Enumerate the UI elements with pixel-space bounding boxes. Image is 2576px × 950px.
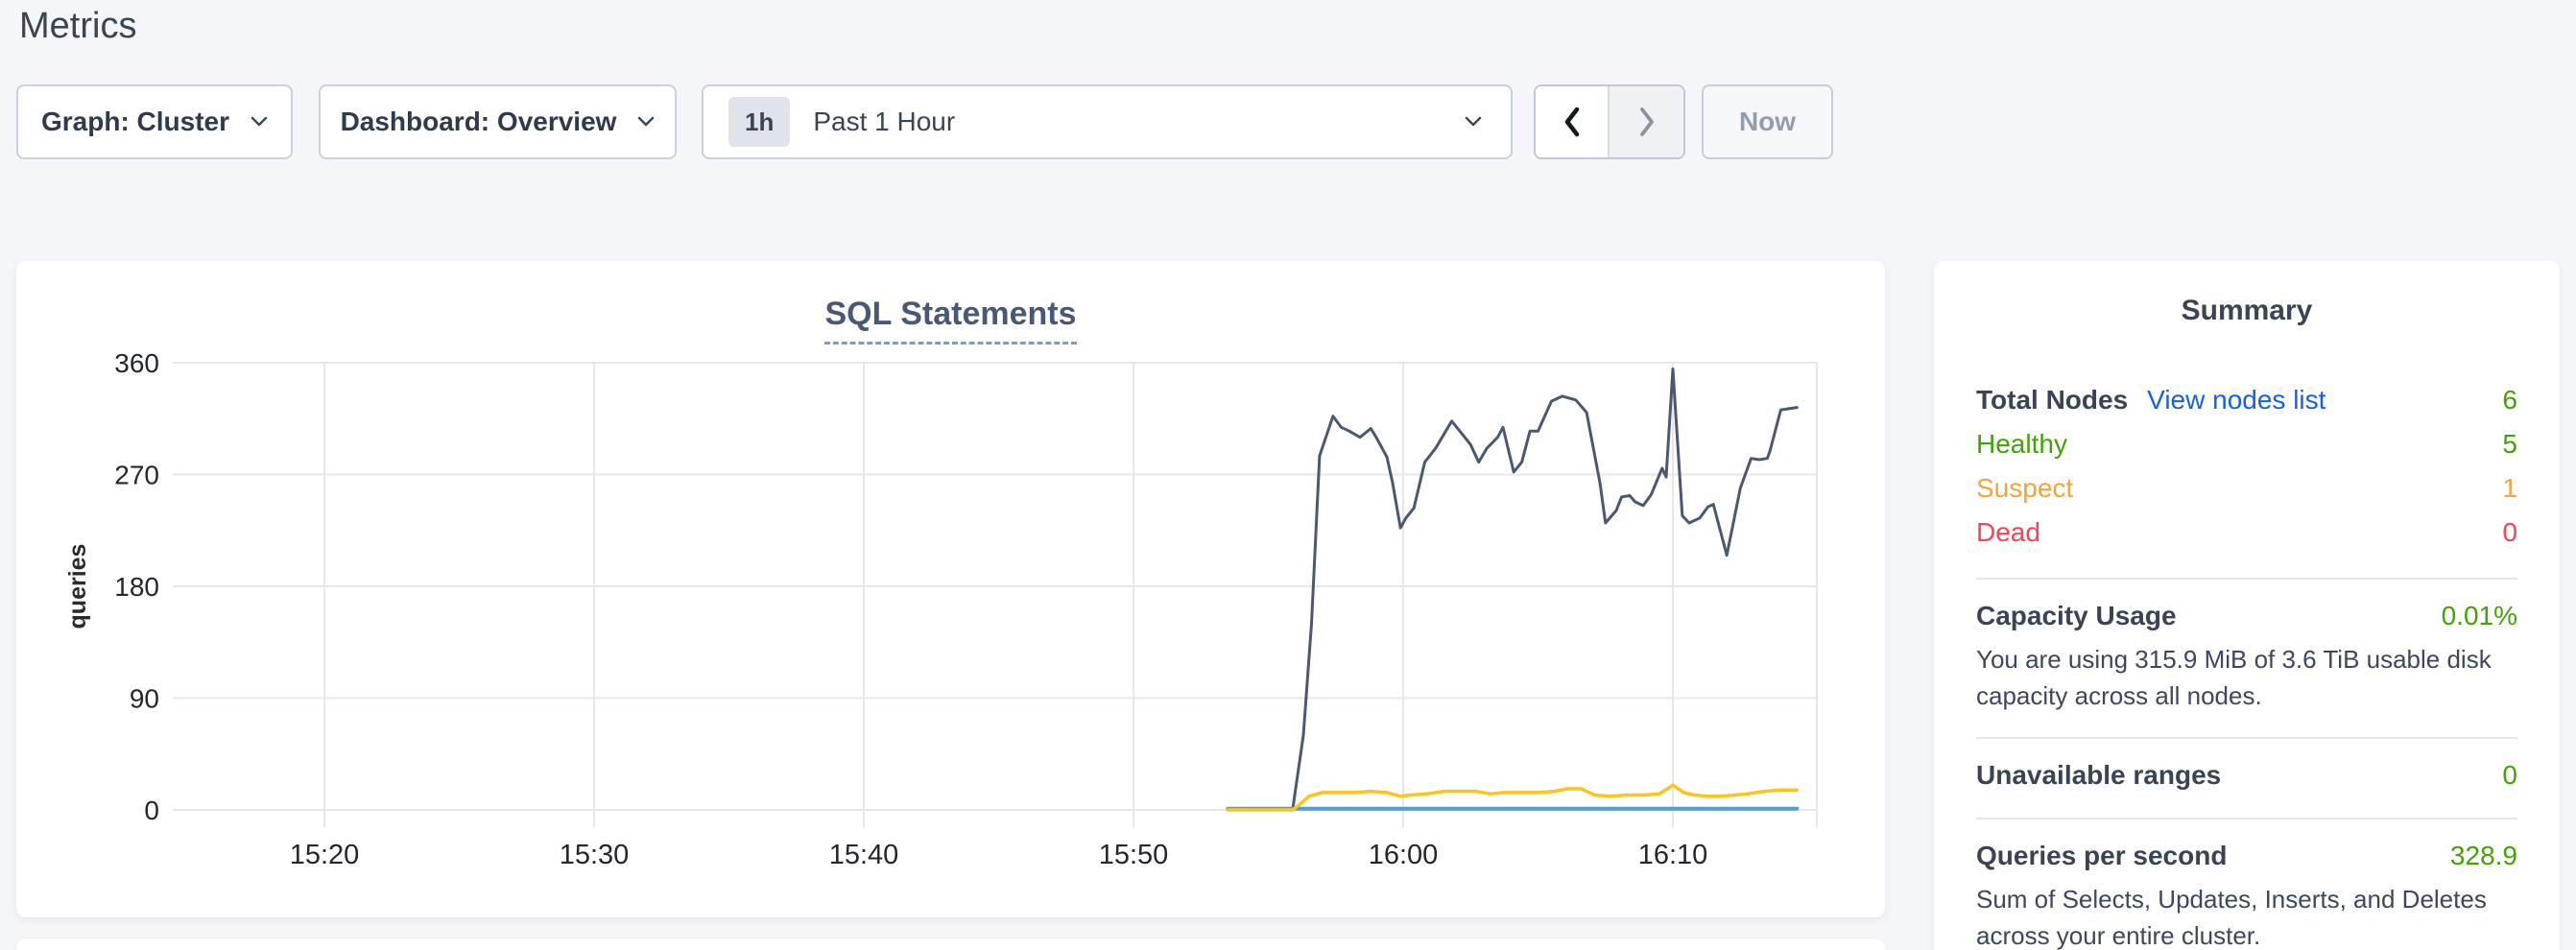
dashboard-dropdown[interactable]: Dashboard: Overview — [319, 84, 677, 159]
chevron-down-icon — [250, 116, 268, 128]
unavailable-ranges-label: Unavailable ranges — [1976, 760, 2222, 790]
page-title: Metrics — [19, 6, 137, 46]
unavailable-ranges-value: 0 — [2502, 760, 2517, 790]
prev-time-button[interactable] — [1536, 86, 1610, 157]
chevron-down-icon — [637, 116, 655, 128]
x-tick-label: 16:00 — [1369, 840, 1439, 870]
suspect-nodes-row: Suspect 1 — [1976, 466, 2517, 511]
time-range-badge: 1h — [728, 97, 791, 147]
now-button[interactable]: Now — [1702, 84, 1833, 159]
dead-nodes-row: Dead 0 — [1976, 511, 2517, 555]
next-time-button[interactable] — [1610, 86, 1683, 157]
x-tick-label: 15:20 — [290, 840, 360, 870]
summary-divider — [1976, 737, 2517, 739]
graph-dropdown-label: Graph: Cluster — [40, 107, 230, 136]
time-range-label: Past 1 Hour — [813, 107, 956, 136]
y-tick-label: 0 — [144, 796, 159, 825]
capacity-usage-description: You are using 315.9 MiB of 3.6 TiB usabl… — [1976, 645, 2492, 710]
dead-nodes-value: 0 — [2502, 517, 2517, 547]
node-status-list: Total Nodes View nodes list 6 Healthy 5 … — [1976, 378, 2517, 555]
y-tick-label: 180 — [114, 572, 159, 602]
healthy-nodes-label: Healthy — [1976, 429, 2067, 459]
y-tick-label: 270 — [114, 461, 159, 490]
total-nodes-row: Total Nodes View nodes list 6 — [1976, 378, 2517, 422]
y-axis-label: queries — [64, 544, 91, 629]
suspect-nodes-value: 1 — [2502, 473, 2517, 503]
chart-title[interactable]: SQL Statements — [824, 296, 1077, 344]
graph-dropdown[interactable]: Graph: Cluster — [16, 84, 293, 159]
x-tick-label: 15:40 — [829, 840, 899, 870]
now-button-label: Now — [1738, 107, 1797, 136]
x-tick-label: 16:10 — [1638, 840, 1708, 870]
capacity-usage-value: 0.01% — [2441, 601, 2517, 630]
queries-per-second-section: Queries per second 328.9 Sum of Selects,… — [1976, 837, 2517, 950]
y-tick-label: 90 — [130, 684, 159, 714]
chart-title-wrap: SQL Statements — [16, 296, 1885, 344]
healthy-nodes-value: 5 — [2502, 429, 2517, 459]
y-tick-label: 360 — [114, 348, 159, 378]
sql-statements-chart-card: 360 270 180 90 0 15:20 15:30 15:40 15:50 16:00 16:… — [16, 261, 1885, 917]
summary-divider — [1976, 818, 2517, 819]
capacity-usage-label: Capacity Usage — [1976, 601, 2177, 630]
next-chart-card-peek — [16, 938, 1885, 950]
x-tick-label: 15:50 — [1099, 840, 1169, 870]
summary-divider — [1976, 578, 2517, 580]
unavailable-ranges-section: Unavailable ranges 0 — [1976, 756, 2517, 795]
summary-panel: Summary Total Nodes View nodes list 6 He… — [1934, 261, 2560, 950]
chevron-down-icon — [1465, 116, 1482, 128]
suspect-nodes-label: Suspect — [1976, 473, 2074, 503]
queries-per-second-label: Queries per second — [1976, 841, 2228, 870]
x-tick-label: 15:30 — [560, 840, 630, 870]
capacity-usage-section: Capacity Usage 0.01% You are using 315.9… — [1976, 597, 2517, 714]
time-step-buttons — [1534, 84, 1685, 159]
queries-per-second-value: 328.9 — [2449, 841, 2517, 870]
series-navy — [1226, 368, 1799, 812]
series-yellow — [1226, 783, 1800, 812]
healthy-nodes-row: Healthy 5 — [1976, 422, 2517, 466]
total-nodes-value: 6 — [2502, 385, 2517, 415]
queries-per-second-description: Sum of Selects, Updates, Inserts, and De… — [1976, 885, 2487, 950]
summary-title: Summary — [2181, 295, 2313, 326]
chevron-right-icon — [1636, 106, 1658, 138]
chevron-left-icon — [1562, 106, 1583, 138]
dashboard-dropdown-label: Dashboard: Overview — [340, 107, 617, 136]
dead-nodes-label: Dead — [1976, 517, 2040, 547]
time-range-dropdown[interactable]: 1h Past 1 Hour — [702, 84, 1513, 159]
view-nodes-list-link[interactable]: View nodes list — [2147, 385, 2326, 415]
sql-statements-chart[interactable]: 360 270 180 90 0 15:20 15:30 15:40 15:50 16:00 16:… — [16, 261, 1885, 917]
total-nodes-label: Total Nodes — [1976, 385, 2129, 415]
